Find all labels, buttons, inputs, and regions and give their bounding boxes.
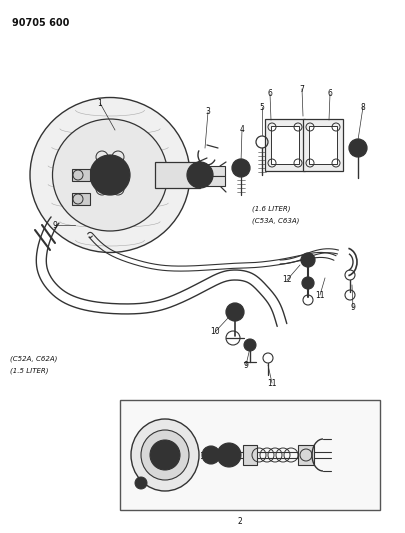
Bar [72,193,90,205]
Bar [302,119,342,171]
Text: 10: 10 [210,327,219,336]
Circle shape [216,443,241,467]
Circle shape [301,277,313,289]
Text: 90705 600: 90705 600 [12,18,69,28]
Circle shape [231,159,249,177]
Text: 11: 11 [266,378,276,387]
Bar [194,176,224,186]
Circle shape [348,139,366,157]
Bar [194,166,224,176]
Text: 12: 12 [281,276,291,285]
Ellipse shape [131,419,198,491]
Text: (C53A, C63A): (C53A, C63A) [252,218,298,224]
Text: 3: 3 [205,108,210,117]
Text: (C52A, C62A): (C52A, C62A) [10,355,57,361]
Ellipse shape [30,98,190,253]
Bar [264,119,304,171]
Text: (1.6 LITER): (1.6 LITER) [252,205,290,212]
Text: 5: 5 [259,102,264,111]
Circle shape [243,339,256,351]
Text: 11: 11 [314,290,324,300]
Bar [308,126,336,164]
Circle shape [202,446,220,464]
Bar [297,445,313,465]
Text: 6: 6 [327,90,332,99]
Text: 4: 4 [239,125,244,134]
Bar [270,126,298,164]
Circle shape [135,477,147,489]
Circle shape [149,440,179,470]
Text: 9: 9 [350,303,354,312]
Text: 1: 1 [97,99,102,108]
Text: 8: 8 [360,102,364,111]
Text: 9: 9 [243,360,248,369]
Text: (1.5 LITER): (1.5 LITER) [10,368,48,375]
Ellipse shape [141,430,189,480]
Circle shape [300,253,314,267]
Circle shape [187,162,213,188]
Bar [72,169,90,181]
Circle shape [226,303,243,321]
Ellipse shape [52,119,167,231]
Text: 7: 7 [299,85,304,93]
Bar [243,445,256,465]
Text: 6: 6 [267,90,272,99]
Text: 9: 9 [52,221,57,230]
Circle shape [90,155,130,195]
Text: 2: 2 [237,516,242,526]
Bar [120,400,379,510]
Bar [155,162,200,188]
